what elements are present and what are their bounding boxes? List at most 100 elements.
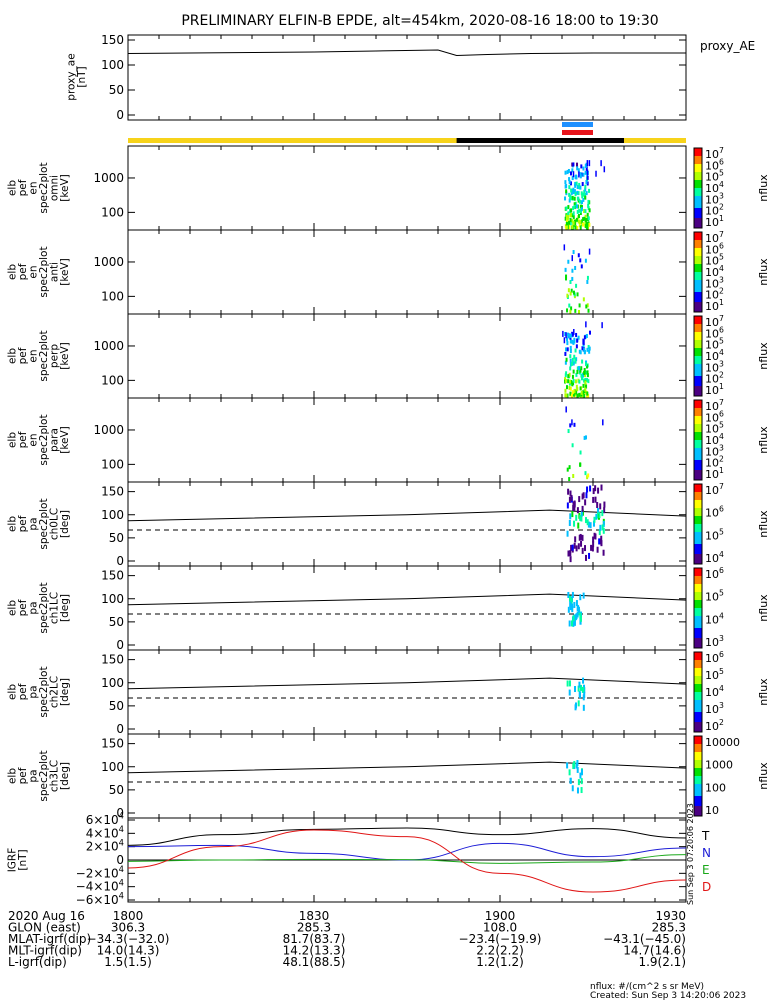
- colorbar-tick: 104: [705, 550, 724, 565]
- spec-cell: [569, 366, 572, 371]
- colorbar-cell: [694, 256, 702, 259]
- ytick-label: 1000: [93, 423, 124, 437]
- spec-cell: [566, 219, 569, 224]
- xaxis-value: 48.1(88.5): [283, 955, 346, 969]
- xaxis-value: 1900: [485, 909, 516, 923]
- spec-cell: [585, 435, 588, 440]
- spec-cell: [565, 189, 568, 194]
- spec-cell: [587, 203, 590, 208]
- colorbar-tick: 106: [705, 650, 724, 665]
- colorbar-cell: [694, 388, 702, 391]
- spec-cell: [573, 189, 576, 194]
- colorbar-cell: [694, 238, 702, 241]
- spec-cell: [564, 388, 567, 393]
- colorbar-cell: [694, 306, 702, 309]
- xaxis-value: 1.2(1.2): [476, 955, 524, 969]
- pa-cell: [596, 502, 599, 509]
- colorbar-cell: [694, 554, 702, 557]
- colorbar-cell: [694, 664, 702, 667]
- pa-cell: [598, 538, 601, 545]
- colorbar-cell: [694, 290, 702, 293]
- xaxis-row-label: GLON (east): [8, 921, 81, 935]
- colorbar-cell: [694, 208, 702, 211]
- colorbar-cell: [694, 382, 702, 385]
- spec-cell: [582, 372, 585, 377]
- colorbar-tick: 102: [705, 287, 724, 302]
- spec-cell: [568, 303, 571, 308]
- spec-cell: [579, 350, 582, 355]
- pa-cell: [594, 533, 597, 540]
- colorbar-cell: [694, 660, 702, 663]
- spec-cell: [580, 390, 583, 395]
- spec-cell: [569, 379, 572, 384]
- colorbar-tick: 104: [705, 348, 724, 363]
- spec-cell: [568, 185, 571, 190]
- spec-cell: [584, 471, 587, 476]
- pa-cell: [599, 524, 602, 531]
- spec-cell: [575, 372, 578, 377]
- pa-colorbar-1: nflux: [693, 567, 770, 649]
- spec-cell: [574, 379, 577, 384]
- pa-cell: [592, 541, 595, 548]
- spec-cell: [580, 373, 583, 378]
- spec-cell: [579, 204, 582, 209]
- pa-cell: [573, 619, 576, 626]
- spec-cell: [570, 380, 573, 385]
- colorbar-tick: 107: [705, 398, 724, 413]
- pa-cell: [593, 516, 596, 523]
- spec-cell: [574, 348, 577, 353]
- colorbar-cell: [694, 712, 702, 715]
- spec-cell: [576, 184, 579, 189]
- pa-cell: [586, 519, 589, 526]
- spec-cell: [570, 208, 573, 213]
- spec-cell: [583, 435, 586, 440]
- spec-cell: [587, 344, 590, 349]
- spec-cell: [575, 283, 578, 288]
- colorbar-cell: [694, 474, 702, 477]
- colorbar-cell: [694, 168, 702, 171]
- colorbar-cell: [694, 308, 702, 311]
- sunlight-bar: [128, 138, 686, 143]
- spec-cell: [567, 379, 570, 384]
- colorbar-cell: [694, 328, 702, 331]
- colorbar-cell: [694, 644, 702, 647]
- pa-cell: [597, 508, 600, 515]
- colorbar-cell: [694, 392, 702, 395]
- colorbar-cell: [694, 364, 702, 367]
- colorbar-cell: [694, 764, 702, 767]
- ylabel-line: spec2plot: [38, 330, 50, 381]
- colorbar-cell: [694, 462, 702, 465]
- ylabel-line: pef: [17, 767, 29, 784]
- spec-cell: [585, 221, 588, 226]
- pa-cell: [576, 604, 579, 611]
- spec-cell: [579, 174, 582, 179]
- pa-cell: [581, 509, 584, 516]
- spec-cell: [587, 199, 590, 204]
- pa-cell: [567, 591, 570, 598]
- colorbar-tick: 107: [705, 230, 724, 245]
- colorbar-cell: [694, 502, 702, 505]
- colorbar-cell: [694, 270, 702, 273]
- colorbar-cell: [694, 188, 702, 191]
- spec-heatmap-0: [564, 160, 606, 230]
- colorbar-cell: [694, 446, 702, 449]
- ylabel-line: [deg]: [59, 510, 71, 538]
- pa-cell: [582, 592, 585, 599]
- colorbar-cell: [694, 622, 702, 625]
- colorbar-cell: [694, 524, 702, 527]
- ylabel-line: spec2plot: [38, 750, 50, 801]
- colorbar-label: nflux: [757, 510, 770, 538]
- spec-cell: [586, 279, 589, 284]
- spec-cell: [568, 333, 571, 338]
- igrf-ylabel: IGRF[nT]: [7, 848, 30, 873]
- colorbar-cell: [694, 440, 702, 443]
- pa-ytick-label: 0: [116, 554, 124, 568]
- pa-cell: [585, 492, 588, 499]
- spec-cell: [583, 335, 586, 340]
- colorbar-cell: [694, 542, 702, 545]
- spec-cell: [582, 222, 585, 227]
- colorbar-cell: [694, 422, 702, 425]
- colorbar-cell: [694, 610, 702, 613]
- pa-cell: [588, 552, 591, 559]
- spec-cell: [586, 212, 589, 217]
